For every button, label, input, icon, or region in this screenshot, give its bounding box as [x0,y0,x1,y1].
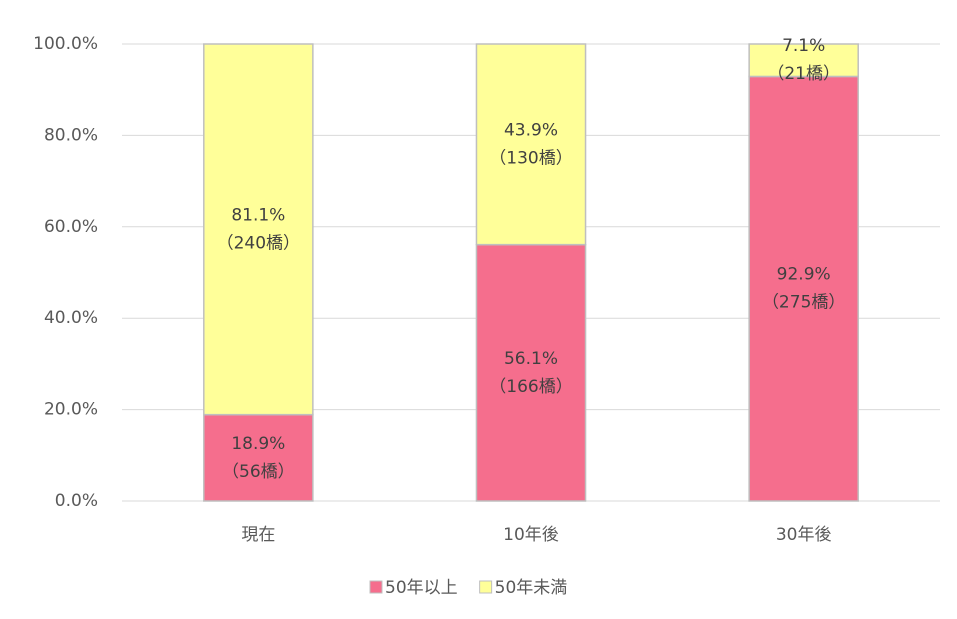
y-tick-label: 0.0% [55,491,98,511]
bar-segment [475,43,587,246]
data-label: 81.1% [231,205,285,225]
y-tick-label: 20.0% [44,400,98,420]
legend-label: 50年未満 [495,578,568,598]
bar-segment [203,413,314,502]
x-tick-label: 現在 [241,525,275,545]
bar-segment [748,43,859,78]
data-label: 92.9% [777,265,831,285]
data-label: 7.1% [782,36,825,56]
bar-segment [748,75,859,502]
y-tick-label: 80.0% [44,125,98,145]
legend-label: 50年以上 [385,578,458,598]
count-label: （240橋） [217,233,300,253]
y-tick-label: 40.0% [44,308,98,328]
data-label: 56.1% [504,349,558,369]
count-label: （166橋） [489,377,572,397]
y-tick-label: 60.0% [44,217,98,237]
bar-segment [475,243,587,502]
legend-swatch [479,580,493,594]
data-label: 43.9% [504,120,558,140]
count-label: （275橋） [762,293,845,313]
x-tick-label: 10年後 [503,525,559,545]
count-label: （130橋） [489,148,572,168]
data-label: 18.9% [231,434,285,454]
x-tick-label: 30年後 [776,525,832,545]
count-label: （56橋） [222,462,295,482]
legend-swatch [369,580,383,594]
count-label: （21橋） [767,64,840,84]
bar-segment [203,43,314,416]
y-tick-label: 100.0% [33,34,98,54]
